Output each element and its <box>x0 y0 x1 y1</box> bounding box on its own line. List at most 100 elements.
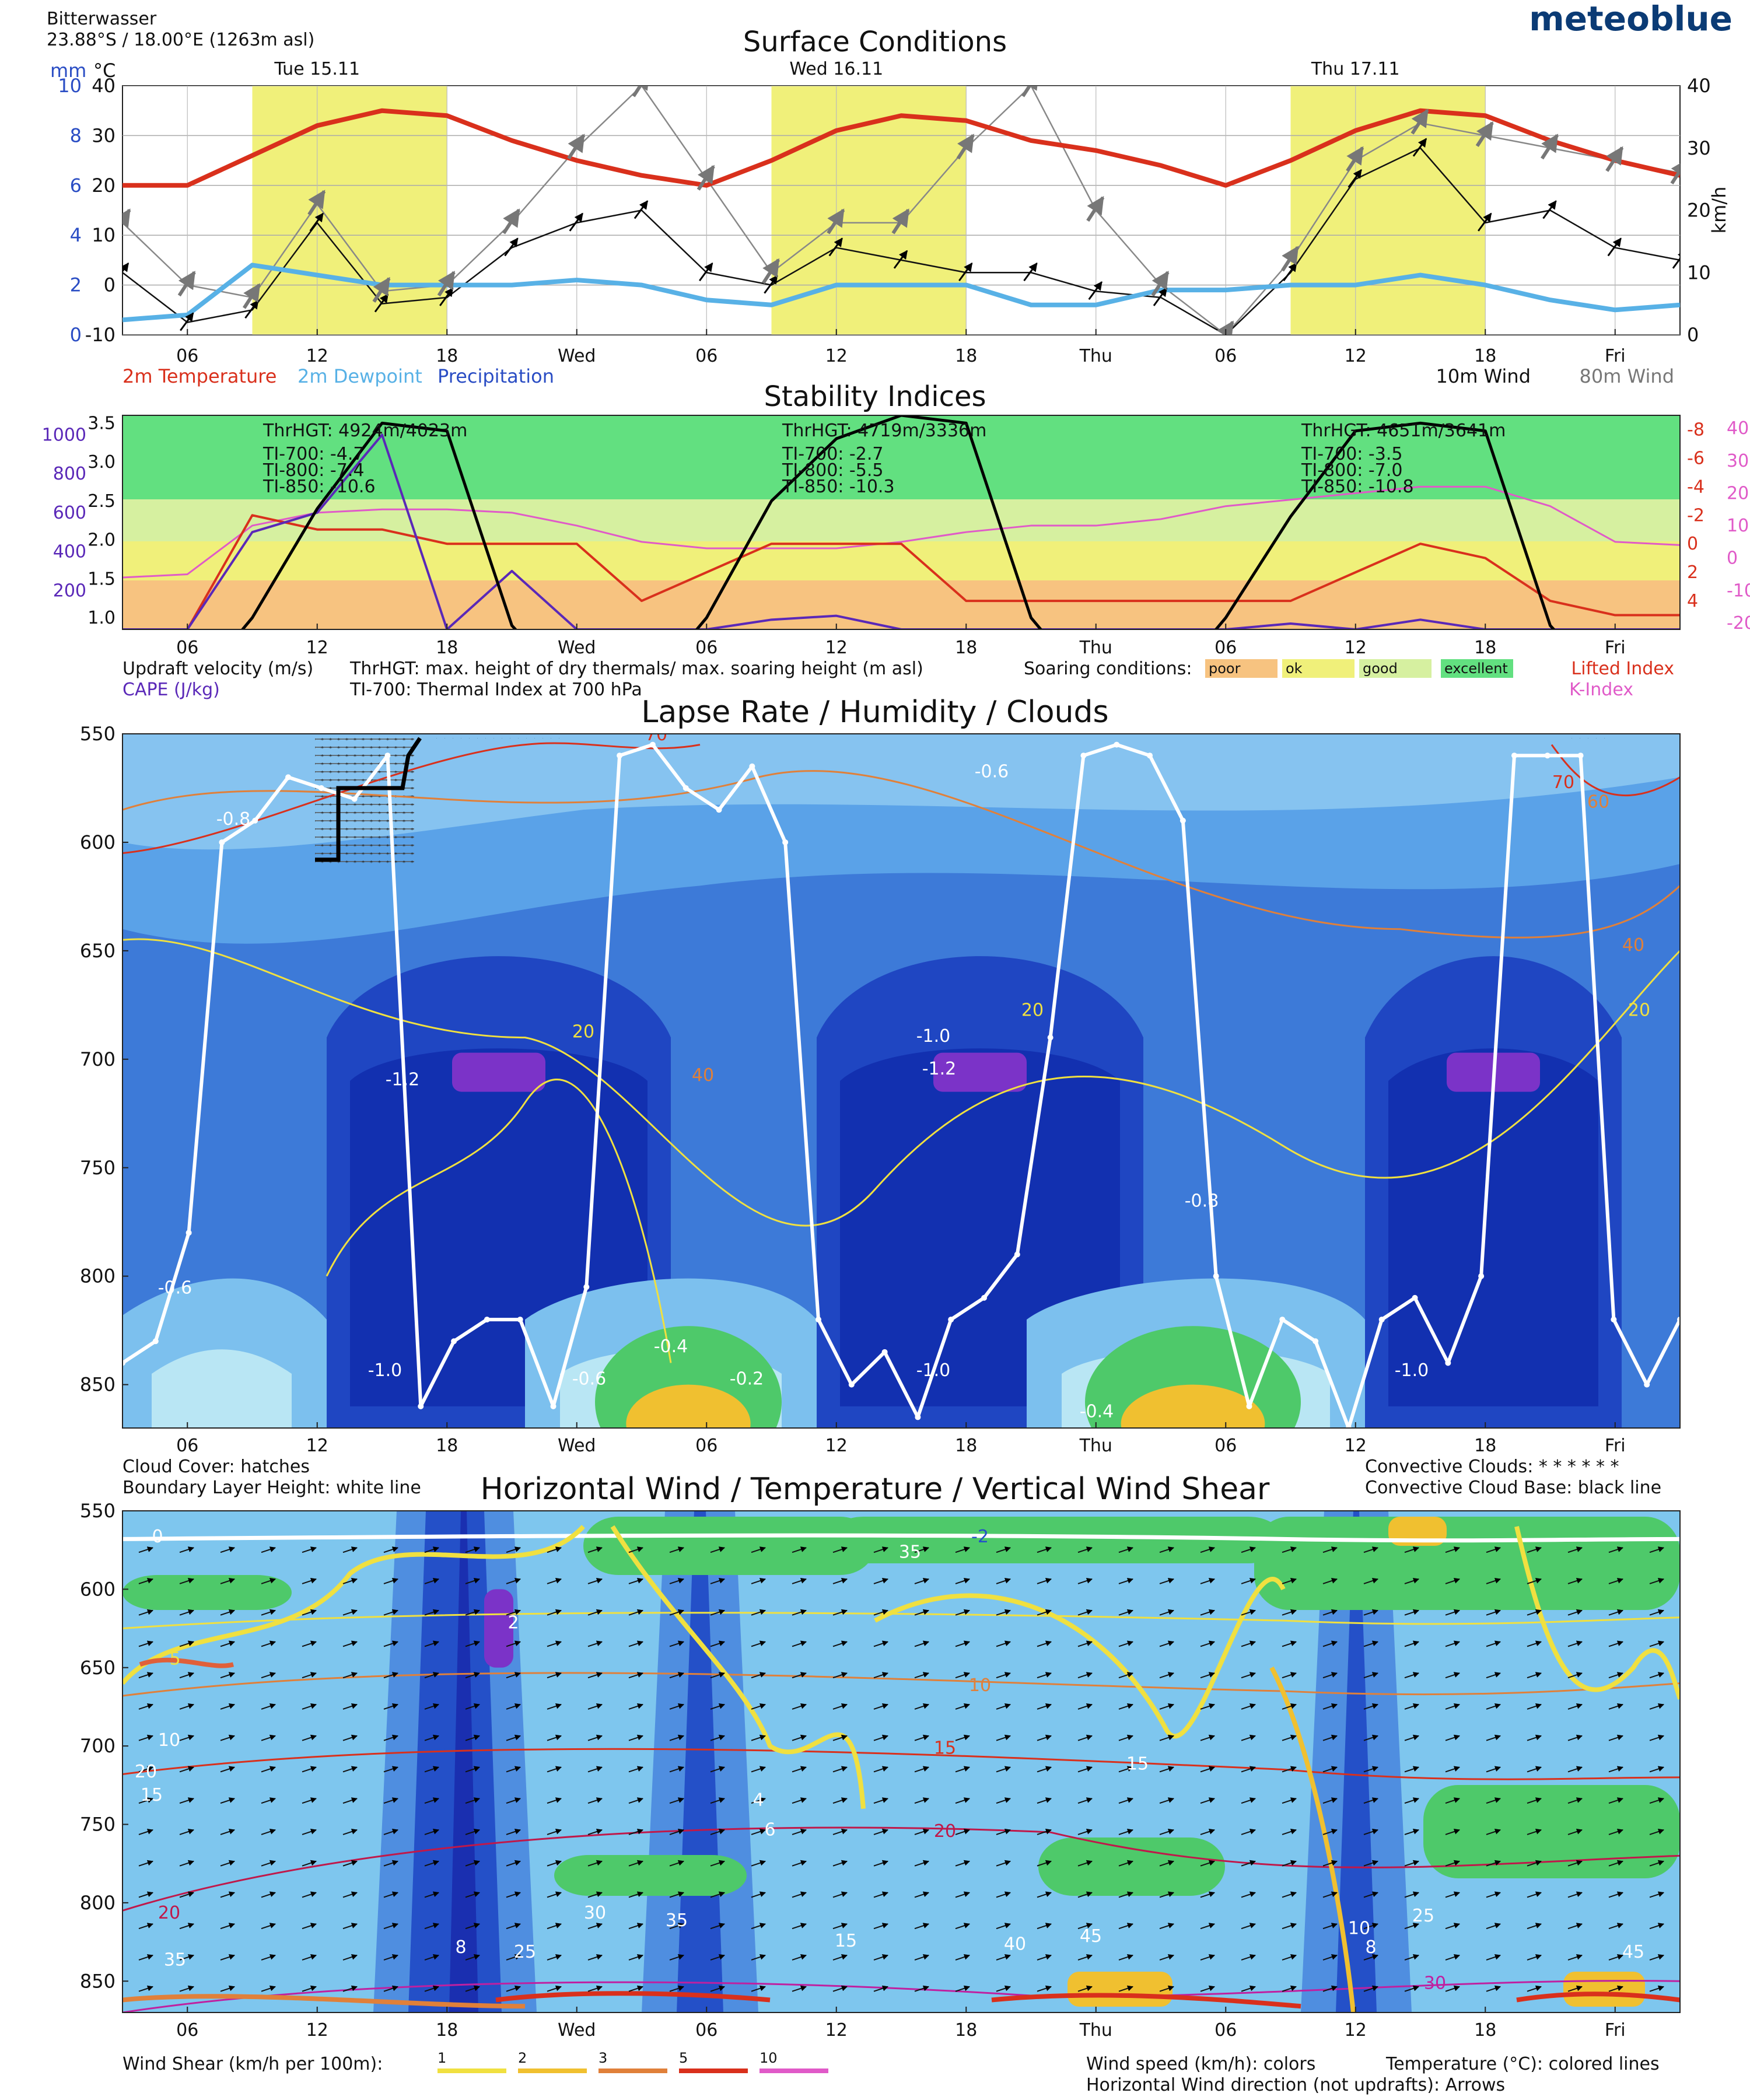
lapse-y-tick-label: 750 <box>80 1157 116 1179</box>
wind-arrow <box>873 1578 888 1584</box>
wind-arrow <box>1527 1954 1542 1961</box>
shear-swatch <box>438 2068 506 2073</box>
wind-arrow <box>1282 1829 1297 1835</box>
wind-arrow <box>220 1703 235 1710</box>
boundary-layer-point <box>318 785 324 791</box>
wind-arrow <box>1037 1829 1052 1835</box>
wind-arrow <box>342 1703 358 1710</box>
boundary-layer-point <box>682 785 689 791</box>
wind-label: 35 <box>666 1910 688 1931</box>
wind-arrow <box>1404 1829 1419 1835</box>
wind-label: 6 <box>764 1819 775 1840</box>
wind-arrow <box>751 1797 766 1804</box>
wind-arrow <box>914 1985 929 1992</box>
wind-arrow <box>1445 1640 1460 1647</box>
wind-arrow <box>1445 1672 1460 1679</box>
wind-arrow <box>1649 1578 1664 1584</box>
wind-arrow <box>220 1546 235 1553</box>
ti-850: TI-850: -10.6 <box>262 477 376 497</box>
wind-arrow <box>1649 1703 1664 1710</box>
temp-unit: °C <box>93 60 116 82</box>
boundary-layer-point <box>649 741 656 748</box>
wind-x-tick-label: Thu <box>1079 2020 1112 2041</box>
wind-label: 45 <box>1622 1942 1644 1962</box>
wind-arrow <box>547 1829 562 1835</box>
updraft-tick-label: 2.0 <box>88 530 116 551</box>
wind-arrow <box>914 1797 929 1804</box>
wind-arrow <box>955 1860 970 1867</box>
wind-label: 25 <box>1412 1906 1434 1926</box>
wind-arrow-80m <box>1086 195 1105 222</box>
lapse-label: 40 <box>1622 935 1644 956</box>
lapse-x-tick-label: 18 <box>955 1436 977 1456</box>
wind-y-tick-label: 750 <box>80 1814 116 1836</box>
wind-arrow <box>1077 1829 1093 1835</box>
wind-arrow <box>1363 1954 1378 1961</box>
wind-arrow <box>506 1891 521 1898</box>
boundary-layer-line <box>123 737 1680 1428</box>
wind-arrow <box>1404 1640 1419 1647</box>
wind-arrow <box>506 1672 521 1679</box>
wind-arrow <box>547 1891 562 1898</box>
temp-contour-15 <box>123 1748 1680 1780</box>
stability-panel: Stability Indices ThrHGT: 4924m/4023m TI-… <box>42 380 1750 700</box>
swatch-good <box>1359 659 1432 678</box>
wind-arrow-10m <box>1478 212 1492 232</box>
wind-arrow <box>1322 1672 1338 1679</box>
lifted-index-line <box>123 514 1680 629</box>
wind-arrow <box>792 1797 807 1804</box>
stability-x-tick-label: Wed <box>558 638 596 658</box>
wind-arrow <box>1118 1734 1133 1741</box>
wind-arrow <box>547 1954 562 1961</box>
wind-arrow <box>220 1734 235 1741</box>
wind-label: 25 <box>514 1942 536 1962</box>
wind-arrow <box>955 1766 970 1773</box>
soaring-swatches: poor ok good excellent <box>1205 659 1513 678</box>
wind-arrow <box>1363 1672 1378 1679</box>
wind-arrow <box>751 1640 766 1647</box>
wind-arrow <box>669 1546 684 1553</box>
wind-arrow <box>1486 1860 1501 1867</box>
wind-arrow <box>1159 1954 1174 1961</box>
wind-arrow <box>1608 1640 1623 1647</box>
wind-arrow <box>138 1797 153 1804</box>
wind-label: 20 <box>135 1762 157 1782</box>
wind-arrow <box>1527 1640 1542 1647</box>
wind-arrow <box>506 1609 521 1616</box>
wind-arrow <box>1527 1985 1542 1992</box>
wind-arrow <box>751 1954 766 1961</box>
shear-swatch-label: 10 <box>760 2050 778 2066</box>
wind-arrow <box>751 1703 766 1710</box>
wind-arrow <box>1077 1672 1093 1679</box>
wind-arrow <box>1486 1672 1501 1679</box>
wind-arrow <box>1363 1640 1378 1647</box>
boundary-layer-point <box>1677 1317 1680 1323</box>
wind-arrow <box>955 1891 970 1898</box>
wind-arrow <box>1363 1923 1378 1930</box>
wind-x-tick-label: Wed <box>558 2020 596 2041</box>
wind-arrow <box>342 1640 358 1647</box>
wind-arrow <box>751 1672 766 1679</box>
wind-arrow <box>1363 1609 1378 1616</box>
surface-x-tick-label: 06 <box>1214 346 1237 366</box>
wind-arrow <box>220 1609 235 1616</box>
humidity-contour-70 <box>123 742 701 855</box>
lapse-label: 60 <box>1587 792 1609 812</box>
wind-arrow <box>628 1860 643 1867</box>
lapse-x-tick-label: 18 <box>436 1436 458 1456</box>
lapse-y-tick-label: 650 <box>80 940 116 962</box>
wind-arrow <box>1241 1797 1256 1804</box>
wind-arrow <box>1200 1891 1215 1898</box>
boundary-layer-point <box>1047 1034 1054 1041</box>
wind-arrow <box>1404 1734 1419 1741</box>
wind-arrow-80m <box>567 134 586 160</box>
wind-arrow-80m <box>761 258 780 284</box>
wind-arrow <box>1241 1578 1256 1584</box>
stability-x-tick-label: 12 <box>306 638 328 658</box>
lapse-labels: -0.8-1.0 -1.0-1.0-1.2-1.2-0.8-1.0-0.6-0.6… <box>158 734 1650 1422</box>
wind-arrow <box>669 1766 684 1773</box>
wind-arrow <box>1200 1734 1215 1741</box>
wind-arrow <box>302 1954 317 1961</box>
stability-x-tick-label: 06 <box>1214 638 1237 658</box>
